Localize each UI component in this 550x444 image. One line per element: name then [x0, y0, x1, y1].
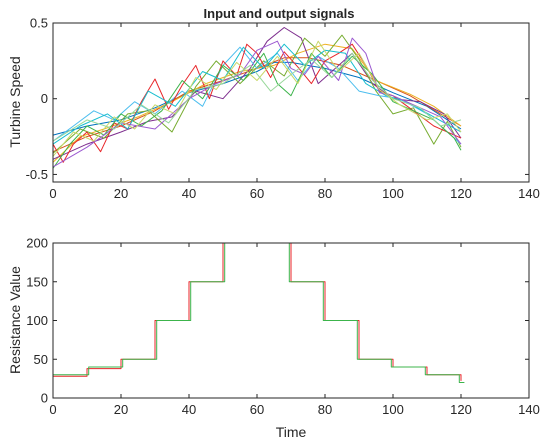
x-tick-label: 20 — [114, 186, 128, 201]
turbine-speed-chart: Input and output signals 0 20 40 60 80 100 120… — [7, 6, 540, 201]
series-line-5 — [52, 34, 462, 154]
x-tick-label: 80 — [318, 402, 332, 417]
x-tick-label: 140 — [518, 186, 540, 201]
y-tick-label: 150 — [26, 274, 48, 289]
x-tick-label: 0 — [49, 186, 56, 201]
x-tick-label: 80 — [318, 186, 332, 201]
y-tick-label: 0 — [41, 391, 48, 406]
axes-box — [52, 22, 530, 183]
series-line-3 — [52, 43, 462, 163]
x-tick-label: 60 — [250, 186, 264, 201]
y-tick-label: 0 — [41, 91, 48, 106]
series-line-10 — [52, 37, 462, 168]
x-tick-label: 40 — [182, 186, 196, 201]
x-tick-label: 60 — [250, 402, 264, 417]
x-ticks: 0 20 40 60 80 100 120 140 — [49, 243, 540, 417]
series-line-9 — [52, 43, 462, 145]
y-ticks: 0 50 100 150 200 — [26, 236, 529, 406]
series-line-12 — [52, 52, 462, 142]
y-tick-label: 100 — [26, 313, 48, 328]
y-axis-label: Resistance Value — [7, 266, 23, 374]
plot-area — [53, 23, 529, 182]
x-tick-label: 140 — [518, 402, 540, 417]
series-line-2 — [53, 242, 465, 383]
y-tick-label: 0.5 — [30, 16, 48, 31]
chart-title: Input and output signals — [204, 6, 355, 21]
series-line-11 — [52, 40, 462, 157]
x-ticks: 0 20 40 60 80 100 120 140 — [49, 23, 540, 201]
x-tick-label: 120 — [450, 402, 472, 417]
resistance-value-chart: 0 20 40 60 80 100 120 140 0 50 100 150 200 Resistan… — [7, 236, 540, 441]
x-tick-label: 40 — [182, 402, 196, 417]
series-line-6 — [52, 46, 462, 145]
x-axis-label: Time — [276, 424, 307, 440]
x-tick-label: 0 — [49, 402, 56, 417]
x-tick-label: 100 — [382, 186, 404, 201]
y-ticks: -0.5 0 0.5 — [26, 16, 529, 182]
series-group — [52, 27, 462, 169]
y-axis-label: Turbine Speed — [7, 56, 23, 147]
x-tick-label: 20 — [114, 402, 128, 417]
x-tick-label: 100 — [382, 402, 404, 417]
y-tick-label: 200 — [26, 236, 48, 251]
y-tick-label: -0.5 — [26, 167, 48, 182]
y-tick-label: 50 — [34, 352, 48, 367]
x-tick-label: 120 — [450, 186, 472, 201]
